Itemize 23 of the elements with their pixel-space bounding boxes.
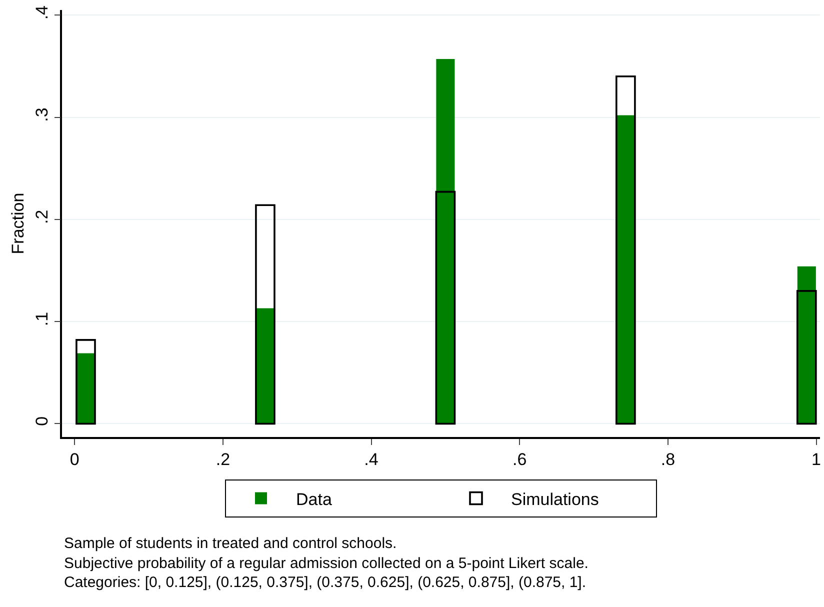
x-tick-label: 0 bbox=[70, 450, 80, 470]
y-tick-label: .1 bbox=[32, 312, 52, 326]
text: Categories: [0, 0.125], (0.125, 0.375], (0.375, 0.625], (0.625, 0.875], (0.875, 1]. bbox=[64, 574, 586, 591]
text: Subjective probability of a regular admission collected on a 5-point Likert scale. bbox=[64, 555, 588, 572]
x-tick-label: .4 bbox=[364, 450, 378, 470]
x-tick-label: .8 bbox=[660, 450, 676, 470]
bar bbox=[76, 339, 96, 425]
y-tick-label: 0 bbox=[32, 416, 52, 426]
bar bbox=[255, 204, 276, 425]
x-tick-label: 1 bbox=[812, 450, 822, 470]
text: Sample of students in treated and control schools. bbox=[64, 535, 397, 552]
y-tick-label: .4 bbox=[32, 5, 52, 20]
legend-label: Data bbox=[296, 490, 332, 509]
bar bbox=[796, 290, 817, 425]
bar bbox=[435, 190, 456, 425]
y-tick-label: .2 bbox=[32, 210, 52, 224]
legend-label: Simulations bbox=[511, 490, 599, 509]
bar bbox=[436, 59, 455, 424]
y-tick-label: .3 bbox=[32, 108, 52, 122]
y-axis-title: Fraction bbox=[8, 192, 28, 254]
bar bbox=[616, 76, 636, 425]
x-tick-label: .6 bbox=[512, 450, 527, 470]
x-tick-label: .2 bbox=[216, 450, 230, 470]
